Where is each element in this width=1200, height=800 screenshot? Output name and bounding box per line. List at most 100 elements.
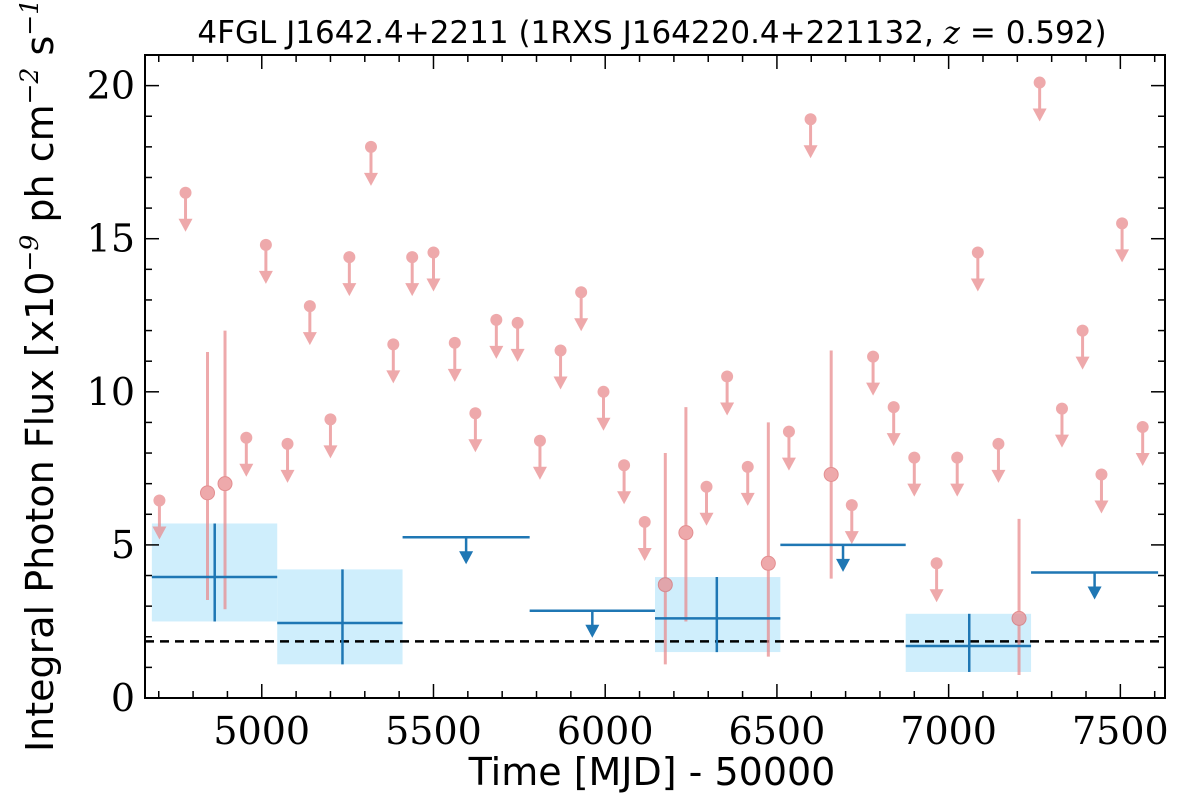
short-bin-upper-limit xyxy=(1054,402,1069,448)
short-bin-upper-limit xyxy=(991,437,1006,483)
upper-limit-arrow-head xyxy=(907,483,922,497)
detection-marker xyxy=(657,577,673,593)
short-bin-upper-limit xyxy=(803,113,818,159)
axis-tick-labels: 5000 5500 6000 6500 7000 7500 0 5 10 15 20 xyxy=(87,64,1169,753)
x-tick-label: 5000 xyxy=(213,709,310,753)
upper-limit-arrow-head xyxy=(1135,453,1150,467)
upper-limit-arrow-head xyxy=(280,469,295,483)
long-bin-error-box xyxy=(277,569,403,665)
upper-limit-arrow-head xyxy=(510,348,525,362)
y-tick-label: 15 xyxy=(87,217,135,261)
upper-limit-marker xyxy=(469,407,482,420)
x-tick-label: 6000 xyxy=(557,709,654,753)
x-tick-label: 7000 xyxy=(900,709,997,753)
short-bin-upper-limit xyxy=(1094,468,1109,514)
detection-marker xyxy=(217,476,233,492)
upper-limit-arrow-head xyxy=(596,417,611,431)
upper-limit-arrow-head xyxy=(886,433,901,447)
short-bin-upper-limit xyxy=(405,251,420,297)
plot-area xyxy=(145,76,1165,676)
upper-limit-arrow-head xyxy=(991,469,1006,483)
upper-limit-marker xyxy=(741,460,754,473)
short-bin-upper-limit xyxy=(510,316,525,362)
upper-limit-arrow-head xyxy=(1094,500,1109,514)
upper-limit-marker xyxy=(448,336,461,349)
short-bin-upper-limit xyxy=(426,246,441,292)
short-bin-upper-limit xyxy=(342,251,357,297)
upper-limit-marker xyxy=(638,515,651,528)
short-bin-upper-limit xyxy=(617,459,632,505)
upper-limit-marker xyxy=(343,251,356,264)
upper-limit-marker xyxy=(575,286,588,299)
upper-limit-arrow-head xyxy=(1032,108,1047,122)
upper-limit-arrow-head xyxy=(1075,356,1090,370)
upper-limit-marker xyxy=(951,451,964,464)
long-bin-upper-limit-arrow xyxy=(585,624,600,638)
plot-frame xyxy=(144,54,1166,699)
upper-limit-marker xyxy=(1033,76,1046,89)
upper-limit-marker xyxy=(406,251,419,264)
short-bin-upper-limit xyxy=(929,557,944,603)
chart-title: 4FGL J1642.4+2211 (1RXS J164220.4+221132… xyxy=(197,15,1106,51)
detection-marker xyxy=(823,466,839,482)
upper-limit-arrow-head xyxy=(342,283,357,297)
long-bin-upper-limit-arrow xyxy=(1087,586,1102,600)
long-bin-upper-limit-arrow xyxy=(459,551,474,565)
short-bin-upper-limit xyxy=(489,313,504,359)
short-bin-upper-limit xyxy=(699,480,714,526)
upper-limit-arrow-head xyxy=(699,512,714,526)
upper-limit-arrow-head xyxy=(740,492,755,506)
upper-limit-arrow-head xyxy=(844,531,859,545)
x-tick-label: 5500 xyxy=(385,709,482,753)
short-bin-detection xyxy=(657,453,673,665)
upper-limit-marker xyxy=(597,385,610,398)
upper-limit-marker xyxy=(845,499,858,512)
upper-limit-arrow-head xyxy=(363,172,378,186)
short-bin-upper-limit xyxy=(866,350,881,396)
short-bin-upper-limit xyxy=(886,401,901,447)
upper-limit-marker xyxy=(303,300,316,313)
short-bin-detection xyxy=(823,350,839,579)
upper-limit-marker xyxy=(782,425,795,438)
upper-limit-arrow-head xyxy=(323,445,338,459)
upper-limit-marker xyxy=(1136,421,1149,434)
short-bin-upper-limit xyxy=(532,434,547,480)
upper-limit-marker xyxy=(721,370,734,383)
upper-limit-marker xyxy=(240,431,253,444)
upper-limit-arrow-head xyxy=(1115,249,1130,263)
upper-limit-marker xyxy=(490,313,503,326)
upper-limit-arrow-head xyxy=(637,547,652,561)
short-bin-upper-limit xyxy=(950,451,965,497)
short-bin-upper-limit xyxy=(1115,217,1130,263)
upper-limit-arrow-head xyxy=(574,318,589,332)
upper-limit-marker xyxy=(887,401,900,414)
y-tick-label: 5 xyxy=(111,523,135,567)
detection-marker xyxy=(200,485,216,501)
short-bin-upper-limit xyxy=(740,460,755,506)
short-bin-upper-limit xyxy=(907,451,922,497)
upper-limit-arrow-head xyxy=(553,376,568,390)
detection-marker xyxy=(760,555,776,571)
short-bin-upper-limit xyxy=(447,336,462,382)
short-bin-upper-limit xyxy=(239,431,254,477)
upper-limit-marker xyxy=(554,344,567,357)
short-bin-upper-limit xyxy=(258,238,273,284)
upper-limit-arrow-head xyxy=(532,466,547,480)
upper-limit-arrow-head xyxy=(781,457,796,471)
upper-limit-marker xyxy=(908,451,921,464)
upper-limit-arrow-head xyxy=(617,491,632,505)
y-tick-label: 0 xyxy=(111,676,135,720)
upper-limit-marker xyxy=(971,246,984,259)
upper-limit-marker xyxy=(179,186,192,199)
upper-limit-arrow-head xyxy=(720,402,735,416)
upper-limit-arrow-head xyxy=(302,332,317,346)
short-bin-upper-limit xyxy=(363,140,378,186)
upper-limit-arrow-head xyxy=(405,283,420,297)
detection-marker xyxy=(678,525,694,541)
short-bin-upper-limit xyxy=(720,370,735,416)
short-bin-upper-limit xyxy=(574,286,589,332)
upper-limit-marker xyxy=(153,494,166,507)
upper-limit-marker xyxy=(533,434,546,447)
short-bin-upper-limit xyxy=(596,385,611,431)
